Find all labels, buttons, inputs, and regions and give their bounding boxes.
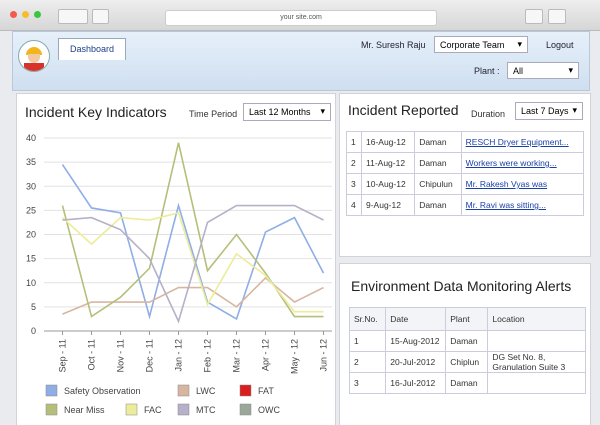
incident-title: Incident Reported	[348, 102, 459, 118]
series-line	[61, 211, 324, 313]
legend-label: LWC	[196, 386, 216, 396]
incident-link[interactable]: Mr. Ravi was sitting...	[460, 194, 585, 216]
series-line	[61, 142, 324, 318]
y-tick-label: 35	[26, 157, 36, 167]
legend-swatch	[125, 403, 138, 416]
x-tick-label: Jan - 12	[174, 339, 184, 372]
logout-link[interactable]: Logout	[546, 40, 574, 50]
y-tick-label: 0	[31, 326, 36, 336]
y-tick-label: 40	[26, 133, 36, 143]
y-tick-label: 20	[26, 230, 36, 240]
legend-swatch	[45, 384, 58, 397]
tabs-button[interactable]	[548, 9, 566, 24]
minimize-button[interactable]	[22, 11, 29, 18]
environment-panel: Environment Data Monitoring Alerts Sr.No…	[339, 263, 591, 425]
browser-bar: your site.com	[0, 0, 600, 31]
legend-label: OWC	[258, 405, 280, 415]
environment-row: 1 15-Aug-2012 Daman	[348, 330, 586, 352]
plant-label: Plant :	[474, 66, 500, 76]
sidebar-button[interactable]	[92, 9, 109, 24]
y-tick-label: 30	[26, 181, 36, 191]
app-header: Dashboard Mr. Suresh Raju Corporate Team…	[12, 31, 590, 91]
legend-swatch	[45, 403, 58, 416]
x-tick-label: Sep - 11	[58, 339, 68, 372]
incident-table: 1 16-Aug-12 Daman RESCH Dryer Equipment... 2…	[346, 131, 585, 216]
environment-table: Sr.No. Date Plant Location 1 15-Aug-2012 Daman…	[348, 307, 586, 394]
legend-label: Near Miss	[64, 405, 105, 415]
legend-swatch	[239, 403, 252, 416]
incident-cell: Daman	[414, 194, 462, 216]
environment-cell: 3	[348, 372, 387, 394]
period-select[interactable]: Last 12 Months	[243, 103, 331, 121]
legend-label: FAC	[144, 405, 162, 415]
legend-swatch	[239, 384, 252, 397]
user-name: Mr. Suresh Raju	[361, 40, 426, 50]
legend-label: Safety Observation	[64, 386, 141, 396]
series-line	[62, 276, 324, 315]
x-tick-label: Dec - 11	[145, 339, 155, 372]
legend-label: FAT	[258, 386, 274, 396]
zoom-button[interactable]	[34, 11, 41, 18]
plant-select[interactable]: All	[507, 62, 579, 79]
dashboard-tab[interactable]: Dashboard	[58, 38, 126, 60]
incident-cell: 4	[346, 194, 362, 216]
period-label: Time Period	[189, 109, 238, 119]
x-tick-label: Mar - 12	[232, 339, 242, 373]
y-tick-label: 15	[26, 254, 36, 264]
x-tick-label: Nov - 11	[116, 339, 126, 372]
team-select[interactable]: Corporate Team	[434, 36, 528, 53]
environment-cell: 1	[348, 330, 387, 352]
nav-buttons[interactable]	[58, 9, 88, 24]
series-line	[61, 164, 325, 321]
incident-row: 3 10-Aug-12 Chipulun Mr. Rakesh Vyas was	[346, 173, 585, 195]
share-button[interactable]	[525, 9, 543, 24]
series-line	[62, 204, 324, 324]
y-tick-label: 25	[26, 205, 36, 215]
avatar	[18, 40, 50, 72]
x-tick-label: Jun - 12	[319, 339, 329, 372]
x-tick-label: May - 12	[290, 339, 300, 374]
environment-cell: Daman	[445, 372, 489, 394]
environment-title: Environment Data Monitoring Alerts	[351, 278, 572, 294]
duration-select[interactable]: Last 7 Days	[515, 102, 583, 120]
column-header: Date	[385, 307, 447, 331]
column-header: Sr.No.	[348, 307, 387, 331]
incident-panel: Incident Reported Duration Last 7 Days 1…	[339, 93, 591, 257]
x-tick-label: Feb - 12	[203, 339, 213, 373]
duration-label: Duration	[471, 109, 506, 119]
environment-row: 3 16-Jul-2012 Daman	[348, 372, 586, 394]
close-button[interactable]	[10, 11, 17, 18]
legend-swatch	[177, 403, 190, 416]
y-tick-label: 10	[26, 278, 36, 288]
legend-label: MTC	[196, 405, 216, 415]
environment-cell	[487, 372, 586, 394]
address-bar[interactable]: your site.com	[165, 10, 437, 26]
chart-title: Incident Key Indicators	[25, 104, 167, 120]
incident-row: 4 9-Aug-12 Daman Mr. Ravi was sitting...	[346, 194, 585, 216]
x-tick-label: Oct - 11	[87, 339, 97, 370]
legend-swatch	[177, 384, 190, 397]
x-tick-label: Apr - 12	[261, 339, 271, 371]
y-tick-label: 5	[31, 302, 36, 312]
